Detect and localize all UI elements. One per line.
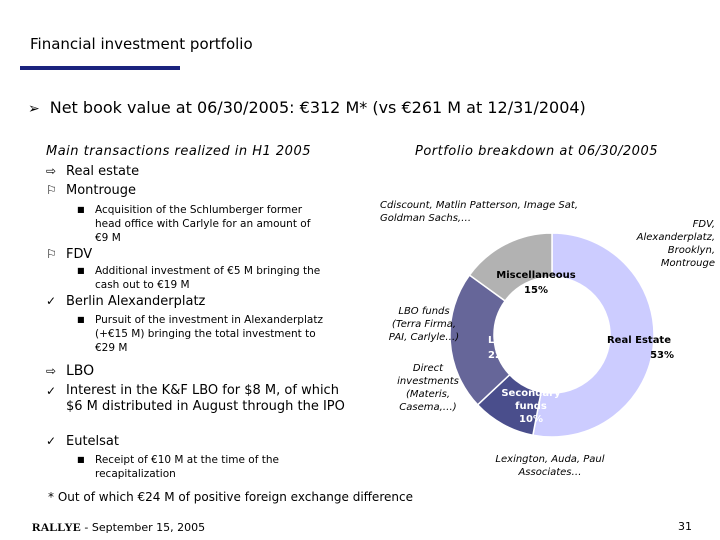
title-underline bbox=[20, 66, 180, 70]
arrow-right-icon: ⇨ bbox=[46, 164, 57, 178]
check-icon: ✓ bbox=[46, 384, 57, 398]
square-bullet-icon: ■ bbox=[77, 266, 85, 275]
eutelsat-item: ✓ Eutelsat bbox=[46, 434, 119, 449]
berlin-detail: ■ Pursuit of the investment in Alexanderp… bbox=[77, 314, 323, 354]
slice-label-lbo: LBO 22% bbox=[488, 335, 512, 361]
transactions-heading: Main transactions realized in H1 2005 bbox=[46, 144, 311, 159]
flag-icon: ⚐ bbox=[46, 183, 57, 197]
slice-label-real-estate: Real Estate 53% bbox=[606, 335, 674, 361]
page-title: Financial investment portfolio bbox=[30, 35, 253, 53]
berlin-label: Berlin Alexanderplatz bbox=[66, 294, 206, 309]
kkf-item: ✓ Interest in the K&F LBO for $8 M, of w… bbox=[46, 383, 346, 415]
fdv-label: FDV bbox=[66, 247, 93, 262]
arrow-right-icon: ⇨ bbox=[46, 364, 57, 378]
page-number: 31 bbox=[678, 520, 692, 533]
eutelsat-label: Eutelsat bbox=[66, 434, 119, 449]
headline: ➢ Net book value at 06/30/2005: €312 M* (… bbox=[28, 98, 586, 117]
chart-title: Portfolio breakdown at 06/30/2005 bbox=[415, 144, 658, 159]
montrouge-label: Montrouge bbox=[66, 183, 137, 198]
donut-slice-real-estate bbox=[532, 232, 655, 438]
annotation-direct: Direct investments (Materis, Casema,…) bbox=[397, 363, 459, 413]
berlin-item: ✓ Berlin Alexanderplatz bbox=[46, 294, 205, 309]
slice-label-misc: Miscellaneous 15% bbox=[496, 270, 576, 296]
check-icon: ✓ bbox=[46, 434, 57, 448]
headline-text: Net book value at 06/30/2005: €312 M* (v… bbox=[49, 98, 586, 117]
annotation-real-estate: FDV, Alexanderplatz, Brooklyn, Montrouge bbox=[636, 219, 715, 269]
annotation-lbo-funds: LBO funds (Terra Firma, PAI, Carlyle…) bbox=[388, 306, 460, 343]
footer-date: - September 15, 2005 bbox=[84, 521, 206, 534]
real-estate-item: ⇨ Real estate bbox=[46, 164, 139, 179]
check-icon: ✓ bbox=[46, 294, 57, 308]
donut-slice-miscellaneous bbox=[468, 232, 553, 302]
flag-icon: ⚐ bbox=[46, 247, 57, 261]
brand-logo: RALLYE bbox=[32, 520, 81, 534]
kkf-text: Interest in the K&F LBO for $8 M, of whi… bbox=[66, 383, 345, 414]
montrouge-detail: ■ Acquisition of the Schlumberger former … bbox=[77, 204, 311, 244]
footnote: * Out of which €24 M of positive foreign… bbox=[48, 490, 413, 504]
annotation-secondary: Lexington, Auda, Paul Associates… bbox=[495, 454, 605, 478]
fdv-detail: ■ Additional investment of €5 M bringing … bbox=[77, 265, 321, 291]
fdv-item: ⚐ FDV bbox=[46, 247, 92, 262]
square-bullet-icon: ■ bbox=[77, 205, 85, 214]
montrouge-item: ⚐ Montrouge bbox=[46, 183, 136, 198]
slice-label-secondary: Secondary funds 10% bbox=[501, 388, 561, 425]
lbo-item: ⇨ LBO bbox=[46, 363, 94, 379]
arrow-bullet-icon: ➢ bbox=[28, 101, 40, 117]
square-bullet-icon: ■ bbox=[77, 455, 85, 464]
lbo-label: LBO bbox=[66, 363, 95, 379]
annotation-misc: Cdiscount, Matlin Patterson, Image Sat, … bbox=[380, 200, 578, 224]
eutelsat-detail: ■ Receipt of €10 M at the time of the rec… bbox=[77, 454, 279, 480]
real-estate-label: Real estate bbox=[66, 164, 140, 179]
square-bullet-icon: ■ bbox=[77, 315, 85, 324]
footer: RALLYE - September 15, 2005 bbox=[32, 520, 205, 535]
